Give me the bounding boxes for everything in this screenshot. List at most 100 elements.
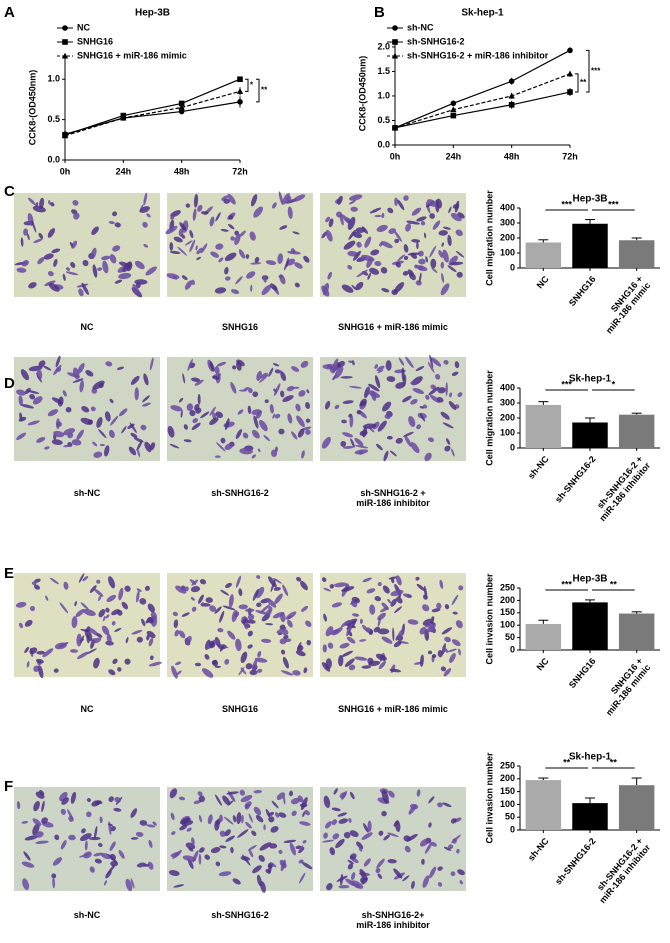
cell (291, 366, 300, 372)
cell (227, 193, 236, 205)
y-tick-label: 100 (500, 799, 515, 809)
cell (193, 800, 201, 805)
cell (200, 411, 210, 419)
cell (303, 667, 308, 674)
cell (448, 844, 454, 850)
cell (354, 437, 364, 447)
cell (148, 661, 162, 667)
cell (108, 221, 115, 225)
cell (169, 250, 181, 255)
cell (449, 653, 456, 663)
bar (572, 602, 608, 650)
series-line (394, 49, 571, 129)
cell (291, 810, 297, 817)
cell (214, 665, 222, 668)
cell (44, 446, 50, 450)
cell (216, 818, 221, 826)
cell (136, 636, 144, 643)
cell (209, 216, 215, 227)
cell (216, 361, 227, 367)
y-tick-label: 0 (510, 824, 515, 834)
cell (16, 801, 21, 810)
cell (102, 616, 106, 622)
cell (442, 226, 451, 230)
cell (404, 434, 412, 448)
cell (244, 801, 252, 809)
chart-title: Hep-3B (135, 8, 170, 19)
cell (16, 432, 27, 440)
cell (447, 234, 452, 247)
cell (66, 267, 70, 271)
micrograph-caption: NC (80, 704, 94, 714)
bar (618, 785, 655, 830)
cell (402, 593, 412, 598)
cell (255, 586, 265, 599)
cell (362, 577, 372, 583)
cell (427, 361, 435, 373)
cell (48, 200, 51, 205)
cell (134, 387, 139, 401)
cell (170, 215, 175, 220)
cell (349, 791, 355, 800)
cell (21, 861, 35, 868)
cell (369, 207, 382, 214)
cell (114, 627, 122, 632)
cell (268, 367, 274, 377)
cell (405, 356, 414, 368)
cell (81, 282, 89, 295)
cell (147, 861, 154, 870)
cell (354, 656, 368, 661)
cell (422, 604, 430, 612)
panel-label: B (374, 4, 385, 21)
cell (403, 195, 409, 201)
cell (235, 276, 243, 285)
cell (429, 213, 436, 219)
cell (282, 656, 289, 669)
cell (117, 667, 122, 672)
cell (248, 613, 255, 621)
cell (362, 624, 368, 632)
cell (377, 582, 382, 587)
marker (567, 47, 573, 54)
cell (148, 839, 153, 848)
cell (134, 260, 145, 270)
cell (374, 364, 379, 369)
cell (256, 874, 262, 887)
cell (389, 450, 397, 457)
cell (190, 586, 201, 593)
cell (112, 245, 121, 252)
cell (361, 877, 369, 885)
cell (70, 261, 76, 269)
cell (253, 206, 264, 218)
chart-title: Hep-3B (572, 194, 607, 205)
cell (447, 648, 457, 653)
cell (218, 257, 224, 263)
cell (235, 575, 242, 588)
cell (368, 383, 380, 392)
cell (168, 870, 180, 876)
cell (270, 826, 279, 833)
cell (63, 444, 72, 448)
cell (114, 222, 121, 228)
cell (416, 216, 427, 222)
cell (238, 666, 245, 676)
cell (444, 604, 450, 610)
cell (398, 357, 405, 366)
cell (442, 646, 449, 653)
cell (356, 841, 364, 850)
cell (382, 401, 392, 412)
cell (26, 233, 30, 241)
cell (200, 243, 208, 254)
cell (295, 403, 301, 412)
cell (184, 280, 193, 290)
cell (352, 613, 360, 617)
cell (214, 455, 221, 458)
cell (197, 393, 201, 405)
cell (214, 606, 222, 614)
cell (41, 817, 49, 824)
cell (242, 432, 249, 439)
cell (125, 878, 133, 892)
cell (441, 242, 444, 247)
cell (296, 415, 305, 428)
cell (299, 845, 304, 852)
